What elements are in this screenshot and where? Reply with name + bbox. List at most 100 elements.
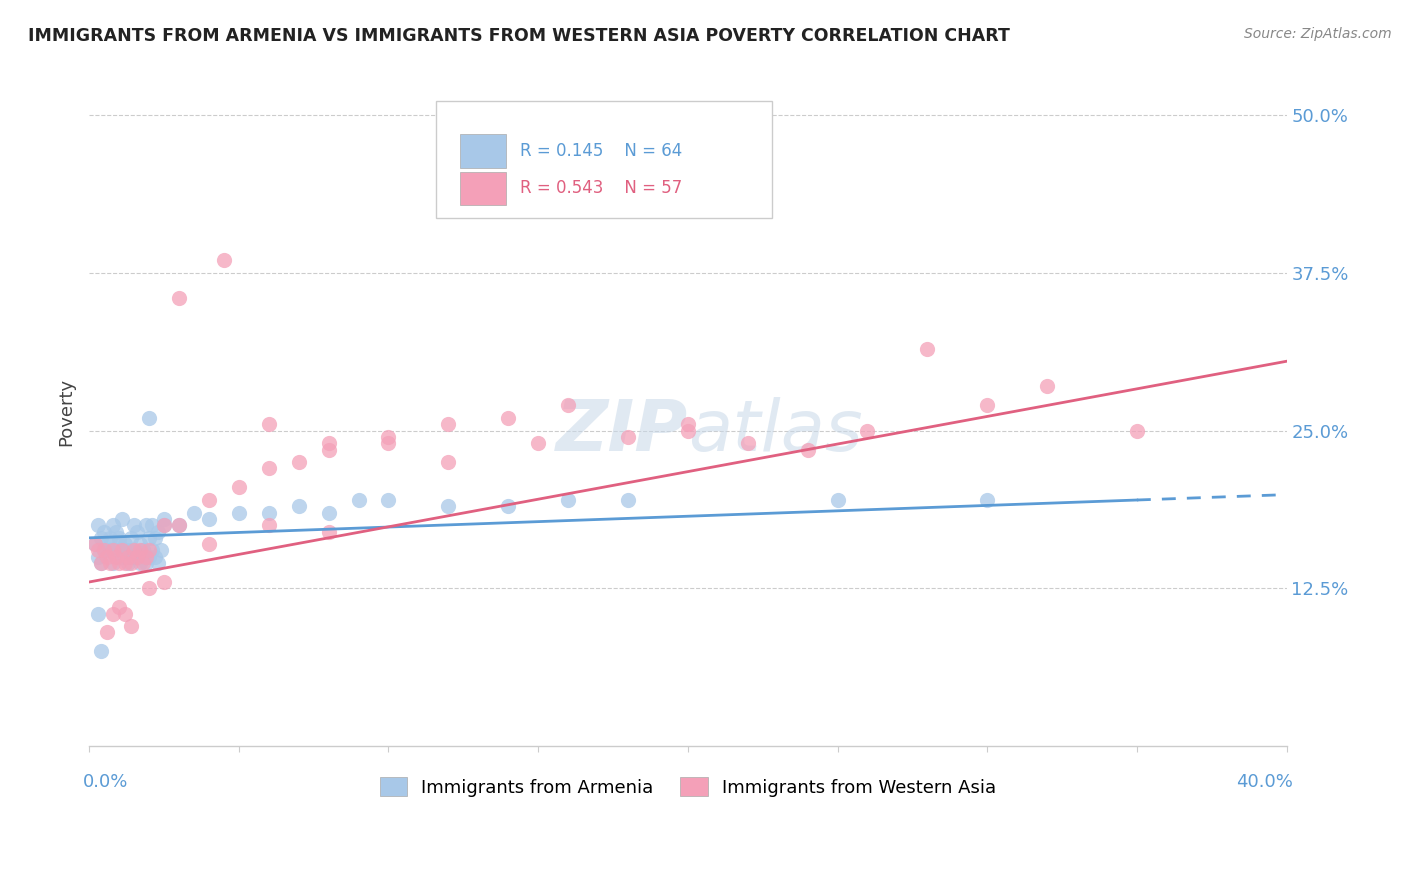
- FancyBboxPatch shape: [436, 101, 772, 218]
- Point: [129, 543, 152, 558]
- Point: [108, 537, 131, 551]
- Point: [347, 493, 370, 508]
- Point: [138, 411, 160, 425]
- Point: [125, 549, 148, 564]
- Point: [105, 524, 128, 539]
- Point: [153, 512, 176, 526]
- Point: [125, 524, 148, 539]
- Point: [143, 549, 166, 564]
- Point: [111, 543, 134, 558]
- Point: [101, 607, 124, 621]
- Point: [153, 518, 176, 533]
- Point: [141, 518, 163, 533]
- Point: [117, 549, 139, 564]
- Point: [84, 537, 107, 551]
- Point: [87, 543, 110, 558]
- Point: [101, 518, 124, 533]
- Text: 40.0%: 40.0%: [1236, 772, 1292, 790]
- Point: [827, 493, 849, 508]
- Point: [167, 518, 190, 533]
- Point: [146, 524, 169, 539]
- Bar: [460, 171, 506, 205]
- Point: [135, 518, 157, 533]
- Point: [257, 506, 280, 520]
- Point: [198, 512, 221, 526]
- Point: [146, 556, 169, 570]
- Point: [98, 556, 121, 570]
- Point: [114, 543, 136, 558]
- Point: [138, 582, 160, 596]
- Point: [228, 480, 250, 494]
- Point: [108, 600, 131, 615]
- Point: [93, 543, 115, 558]
- Legend: Immigrants from Armenia, Immigrants from Western Asia: Immigrants from Armenia, Immigrants from…: [373, 770, 1004, 804]
- Point: [108, 556, 131, 570]
- Point: [377, 493, 399, 508]
- Point: [138, 549, 160, 564]
- Point: [129, 556, 152, 570]
- Point: [1126, 424, 1149, 438]
- Y-axis label: Poverty: Poverty: [58, 377, 75, 446]
- Point: [101, 543, 124, 558]
- Point: [87, 549, 110, 564]
- Point: [153, 574, 176, 589]
- Text: IMMIGRANTS FROM ARMENIA VS IMMIGRANTS FROM WESTERN ASIA POVERTY CORRELATION CHAR: IMMIGRANTS FROM ARMENIA VS IMMIGRANTS FR…: [28, 27, 1010, 45]
- Point: [105, 549, 128, 564]
- Point: [496, 411, 519, 425]
- Point: [676, 424, 699, 438]
- Point: [108, 531, 131, 545]
- Point: [917, 342, 939, 356]
- Point: [796, 442, 818, 457]
- Point: [114, 607, 136, 621]
- Point: [98, 531, 121, 545]
- Point: [90, 644, 112, 658]
- Point: [437, 500, 460, 514]
- Point: [183, 506, 205, 520]
- Point: [132, 543, 155, 558]
- Point: [129, 537, 152, 551]
- Point: [90, 556, 112, 570]
- Point: [287, 500, 309, 514]
- Point: [117, 556, 139, 570]
- Point: [557, 493, 579, 508]
- Point: [527, 436, 550, 450]
- Point: [318, 442, 340, 457]
- Point: [96, 625, 118, 640]
- Point: [96, 537, 118, 551]
- Point: [87, 518, 110, 533]
- Point: [111, 512, 134, 526]
- Point: [96, 543, 118, 558]
- Text: 0.0%: 0.0%: [83, 772, 128, 790]
- Point: [96, 549, 118, 564]
- Point: [856, 424, 879, 438]
- Point: [138, 531, 160, 545]
- Point: [120, 556, 142, 570]
- Point: [198, 493, 221, 508]
- Text: R = 0.145    N = 64: R = 0.145 N = 64: [520, 142, 682, 160]
- Point: [318, 436, 340, 450]
- Point: [132, 556, 155, 570]
- Point: [120, 531, 142, 545]
- Point: [149, 543, 172, 558]
- Point: [120, 549, 142, 564]
- Point: [101, 556, 124, 570]
- Point: [111, 549, 134, 564]
- Point: [437, 455, 460, 469]
- Point: [132, 543, 155, 558]
- Point: [143, 531, 166, 545]
- Point: [122, 543, 145, 558]
- Point: [976, 398, 998, 412]
- Point: [617, 493, 640, 508]
- Point: [98, 543, 121, 558]
- Point: [120, 619, 142, 633]
- Point: [257, 461, 280, 475]
- Point: [122, 543, 145, 558]
- Point: [228, 506, 250, 520]
- Point: [557, 398, 579, 412]
- Point: [135, 556, 157, 570]
- Point: [93, 543, 115, 558]
- Point: [90, 556, 112, 570]
- Point: [676, 417, 699, 432]
- Point: [153, 518, 176, 533]
- Point: [167, 291, 190, 305]
